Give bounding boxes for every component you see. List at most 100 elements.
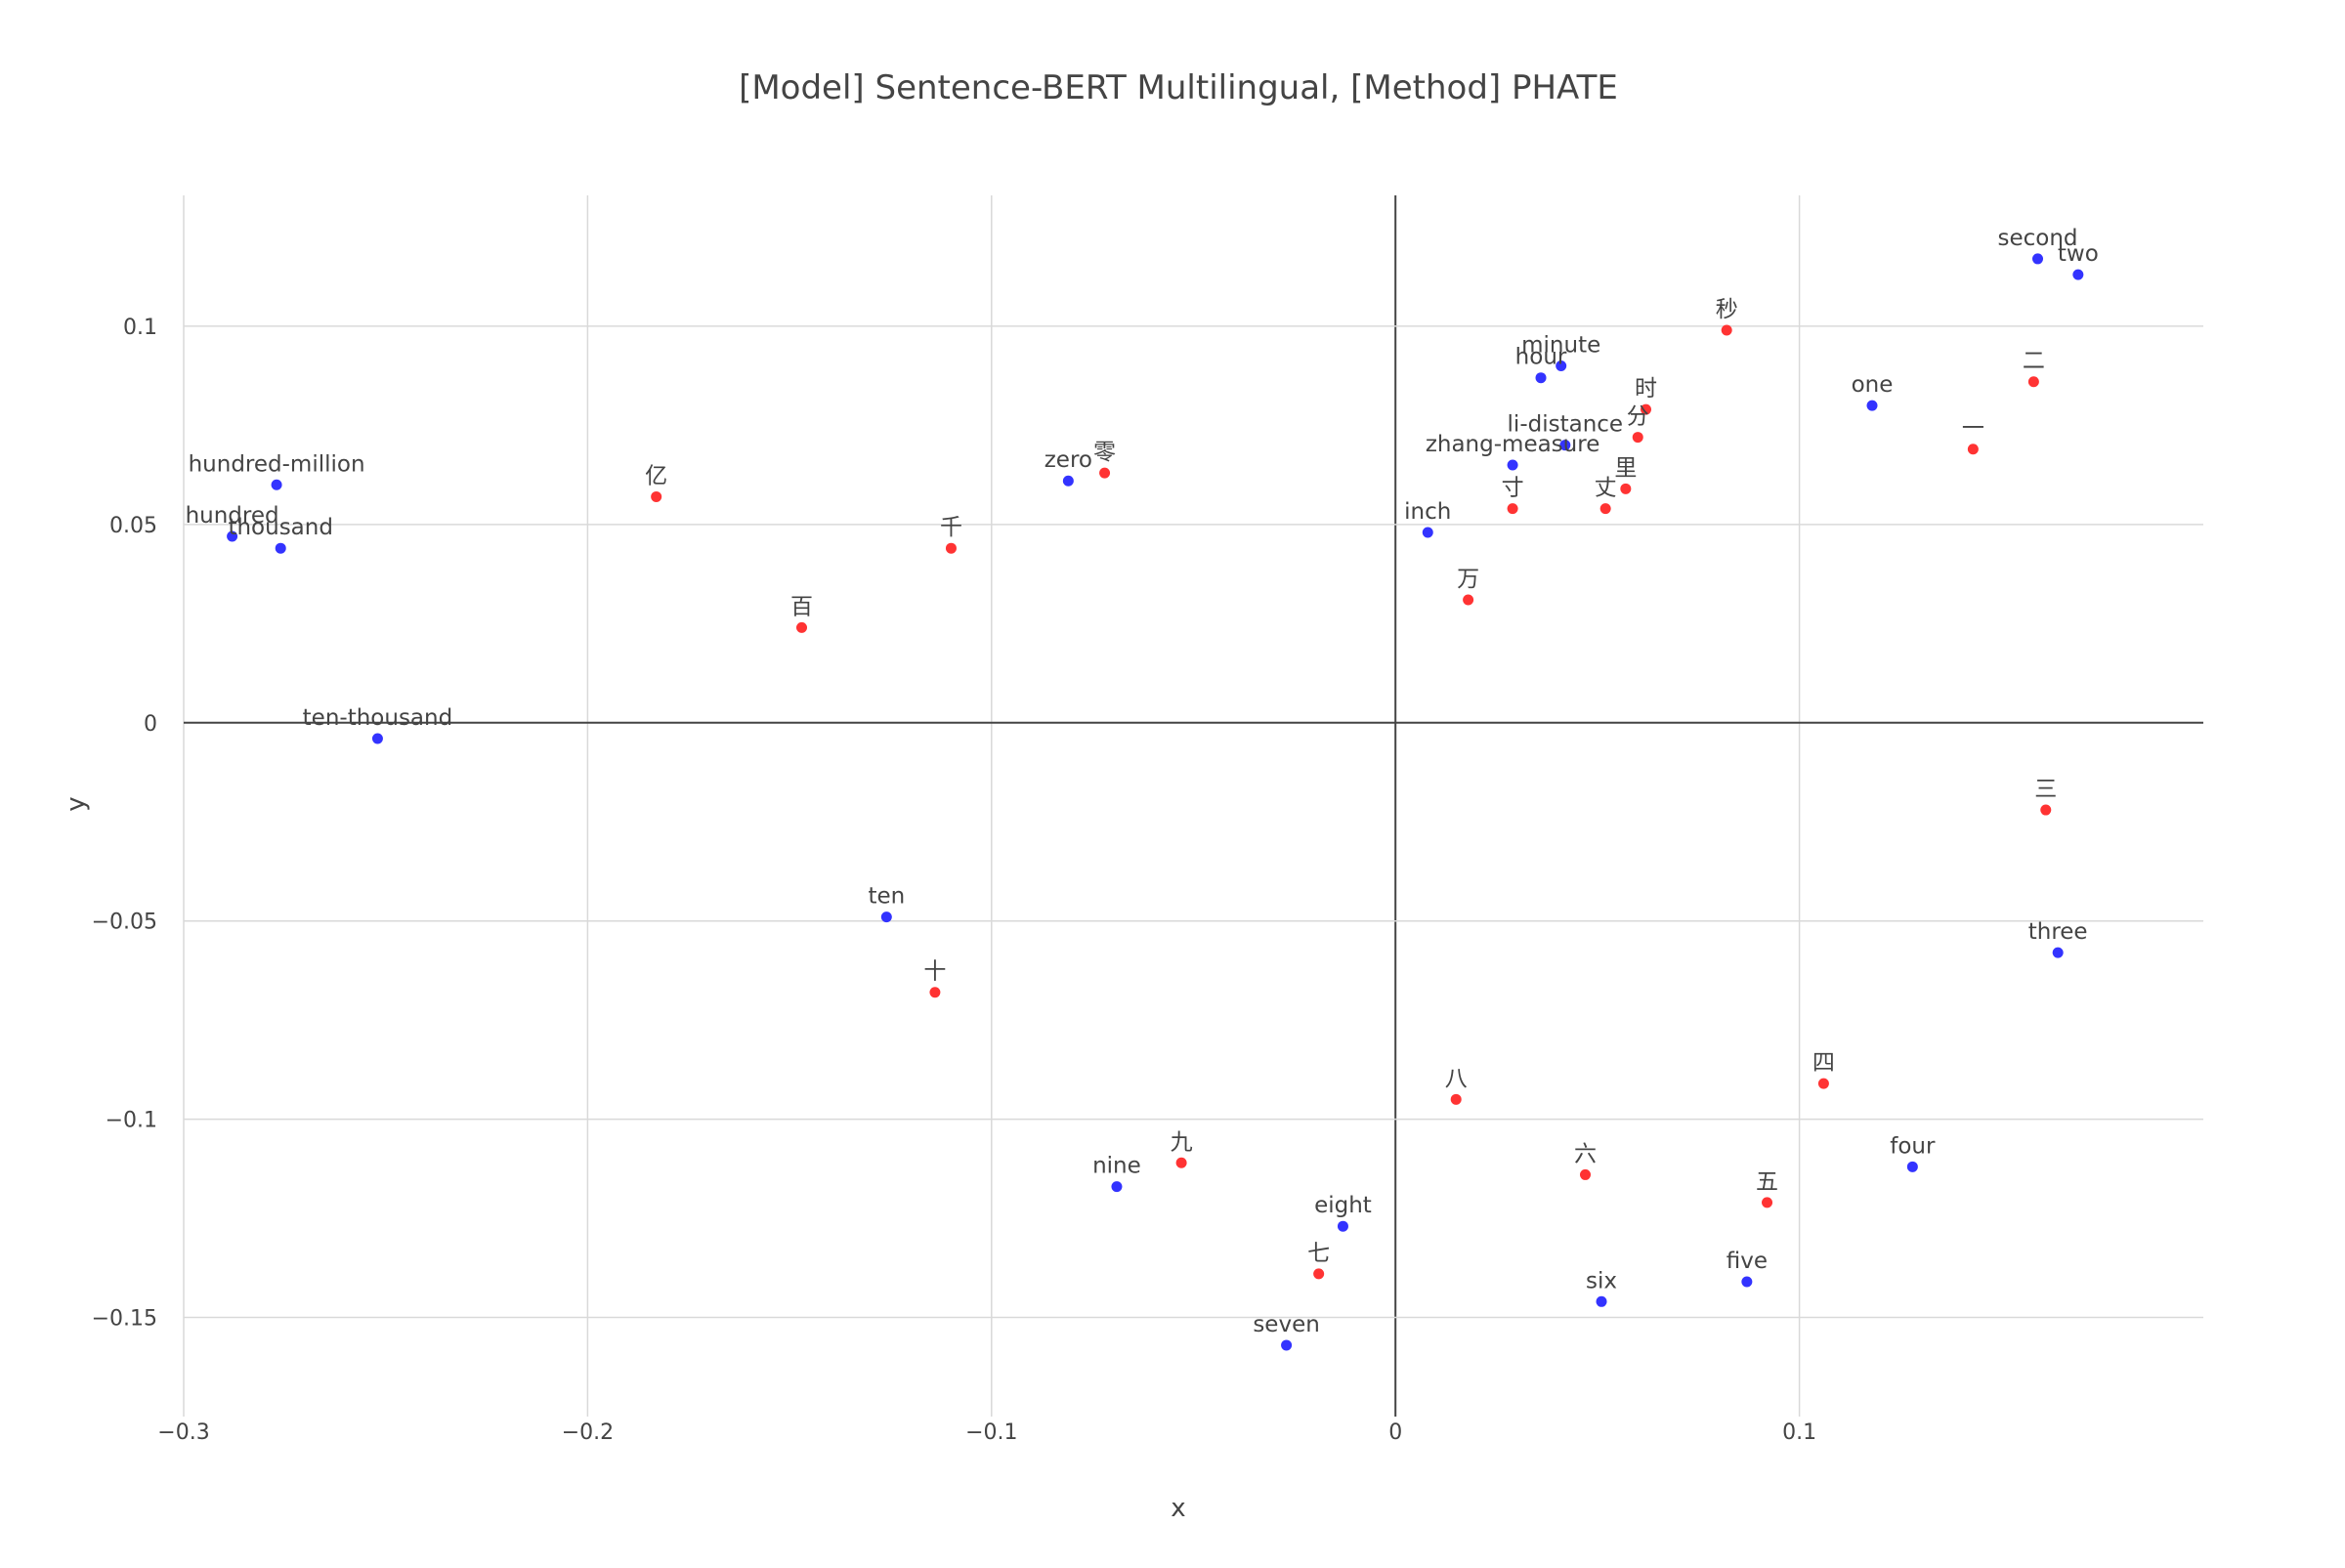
point-label: minute [1521, 333, 1600, 359]
point-label: thousand [228, 515, 333, 540]
data-point [371, 733, 383, 744]
y-tick-label: 0 [144, 712, 157, 737]
point-label: 一 [1962, 416, 1984, 442]
point-label: li-distance [1508, 412, 1624, 438]
point-label: eight [1314, 1193, 1372, 1218]
y-axis-title: y [62, 796, 91, 811]
point-label: zhang-measure [1426, 432, 1600, 457]
x-tick-label: −0.1 [965, 1420, 1017, 1445]
point-label: 秒 [1716, 297, 1738, 322]
data-point [2040, 804, 2052, 816]
point-label: 丈 [1595, 476, 1617, 501]
chart-title: [Model] Sentence-BERT Multilingual, [Met… [739, 68, 1618, 107]
point-label: 三 [2034, 777, 2057, 802]
data-point [1967, 444, 1979, 455]
point-label: 七 [1307, 1241, 1330, 1266]
data-point [880, 911, 892, 923]
point-label: 四 [1812, 1050, 1835, 1076]
point-label: 十 [923, 959, 946, 985]
data-point [1099, 467, 1111, 479]
x-tick-label: −0.2 [562, 1420, 614, 1445]
point-label: ten [868, 884, 905, 910]
data-point [796, 621, 808, 633]
point-label: 八 [1445, 1066, 1468, 1091]
data-point [1721, 324, 1732, 336]
data-point [1817, 1078, 1829, 1089]
point-label: hundred-million [189, 451, 365, 477]
data-point [1596, 1295, 1607, 1307]
data-point [275, 542, 286, 554]
data-point [1062, 475, 1074, 487]
point-label: zero [1045, 447, 1092, 473]
data-point [1507, 503, 1518, 515]
point-label: two [2058, 241, 2099, 267]
point-label: ten-thousand [303, 705, 453, 731]
data-point [1599, 503, 1611, 515]
point-label: inch [1404, 499, 1451, 525]
point-label: 分 [1627, 404, 1649, 430]
point-label: nine [1092, 1154, 1141, 1179]
point-label: 万 [1457, 567, 1479, 592]
data-point [2027, 376, 2039, 388]
y-tick-label: −0.1 [106, 1109, 157, 1133]
data-point [1535, 372, 1547, 384]
point-label: 千 [940, 515, 962, 540]
y-tick-label: −0.05 [92, 911, 157, 935]
data-point [1337, 1220, 1348, 1232]
point-label: hundred [186, 503, 279, 529]
point-label: five [1727, 1249, 1768, 1274]
point-label: 百 [790, 594, 813, 619]
data-point [1450, 1093, 1462, 1105]
point-label: six [1586, 1268, 1617, 1293]
point-label: 时 [1635, 376, 1657, 402]
data-point [1111, 1181, 1123, 1193]
data-point [1507, 459, 1518, 471]
point-label: 亿 [645, 463, 667, 488]
x-tick-label: 0.1 [1782, 1420, 1816, 1445]
data-point [2032, 253, 2044, 265]
data-point [1463, 594, 1474, 606]
x-tick-label: 0 [1388, 1420, 1402, 1445]
data-point [2072, 269, 2084, 280]
point-label: hour [1515, 345, 1567, 370]
data-point [227, 530, 238, 542]
data-point [1866, 400, 1878, 411]
point-label: 寸 [1502, 476, 1524, 501]
point-label: seven [1253, 1312, 1319, 1337]
data-point [1281, 1339, 1293, 1351]
data-point [651, 490, 662, 502]
y-tick-label: 0.1 [123, 316, 157, 340]
x-axis-title: x [1171, 1494, 1185, 1523]
point-label: four [1890, 1133, 1936, 1159]
data-point [1313, 1268, 1325, 1280]
data-point [1762, 1197, 1773, 1208]
data-point [1620, 483, 1632, 494]
data-point [1556, 360, 1567, 372]
point-label: 里 [1614, 455, 1637, 481]
data-point [1422, 527, 1433, 538]
data-point [1175, 1157, 1187, 1168]
data-point [1906, 1161, 1918, 1172]
point-label: 九 [1171, 1129, 1193, 1155]
data-point [945, 542, 957, 554]
point-label: 二 [2023, 349, 2045, 374]
point-label: 零 [1093, 440, 1116, 465]
point-label: three [2028, 919, 2088, 945]
data-point [1579, 1168, 1591, 1180]
data-point [2052, 947, 2064, 958]
x-tick-label: −0.3 [157, 1420, 209, 1445]
data-point [271, 479, 282, 490]
data-point [1641, 403, 1652, 415]
point-label: 五 [1756, 1169, 1778, 1195]
point-label: one [1852, 372, 1894, 398]
point-label: 六 [1574, 1141, 1597, 1166]
data-point [1741, 1276, 1753, 1288]
point-label: second [1997, 226, 2077, 251]
data-point [1632, 432, 1643, 444]
y-tick-label: −0.15 [92, 1307, 157, 1332]
data-point [1559, 440, 1571, 451]
y-tick-label: 0.05 [109, 514, 157, 538]
data-point [929, 987, 941, 998]
